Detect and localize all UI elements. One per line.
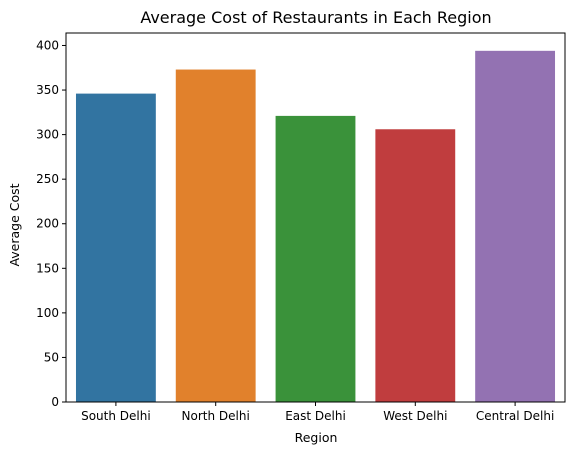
bar-north-delhi	[175, 69, 256, 402]
x-tick-label: South Delhi	[81, 409, 151, 423]
x-tick-label: North Delhi	[182, 409, 250, 423]
y-tick-label: 350	[36, 83, 59, 97]
bar-central-delhi	[475, 50, 556, 403]
x-tick-label: East Delhi	[285, 409, 346, 423]
x-tick-label: Central Delhi	[476, 409, 554, 423]
chart-title: Average Cost of Restaurants in Each Regi…	[140, 8, 491, 27]
x-axis: South Delhi North Delhi East Delhi West Del…	[81, 402, 554, 423]
y-tick-label: 150	[36, 261, 59, 275]
y-axis: 0 50 100 150 200 250 300 350 400	[36, 38, 66, 409]
bars	[75, 50, 556, 403]
plot-area: 0 50 100 150 200 250 300 350 400 South Delhi Nort…	[36, 32, 566, 423]
y-tick-label: 100	[36, 306, 59, 320]
y-tick-label: 50	[44, 350, 59, 364]
x-axis-label: Region	[295, 430, 338, 445]
y-axis-label: Average Cost	[7, 183, 22, 266]
bar-south-delhi	[75, 93, 156, 402]
y-tick-label: 0	[51, 395, 59, 409]
bar-west-delhi	[375, 129, 456, 402]
bar-east-delhi	[275, 115, 356, 403]
x-tick-label: West Delhi	[383, 409, 447, 423]
y-tick-label: 300	[36, 128, 59, 142]
y-tick-label: 250	[36, 172, 59, 186]
y-tick-label: 200	[36, 217, 59, 231]
y-tick-label: 400	[36, 38, 59, 52]
